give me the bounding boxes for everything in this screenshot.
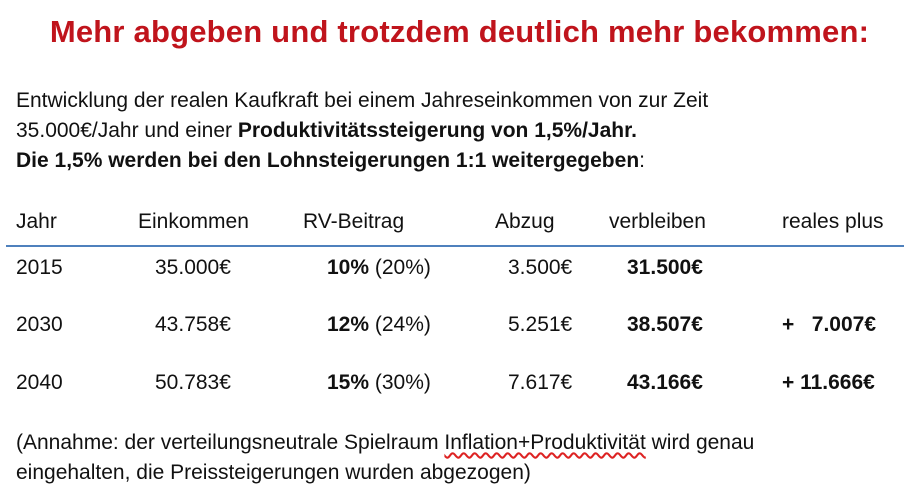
header-divider xyxy=(6,245,904,247)
cell-remaining-value: 43.166€ xyxy=(627,371,703,394)
cell-deduction: 7.617€ xyxy=(508,371,573,394)
header-jahr: Jahr xyxy=(16,210,57,233)
cell-plus: + 11.666€ xyxy=(782,371,875,395)
cell-year: 2040 xyxy=(16,371,63,394)
cell-income: 43.758€ xyxy=(155,313,231,336)
cell-rv-rate: 12% xyxy=(327,313,370,336)
cell-rv-total: (30%) xyxy=(369,371,431,394)
intro-text: Entwicklung der realen Kaufkraft bei ein… xyxy=(16,86,708,176)
note-line-2: eingehalten, die Preissteigerungen wurde… xyxy=(16,461,531,484)
header-verbleiben: verbleiben xyxy=(609,210,706,233)
page-title: Mehr abgeben und trotzdem deutlich mehr … xyxy=(49,14,870,49)
cell-remaining: 38.507€ xyxy=(627,313,703,337)
cell-plus: + 7.007€ xyxy=(782,313,876,337)
cell-rv-total: (20%) xyxy=(369,256,431,279)
intro-line-2-plain: 35.000€/Jahr und einer xyxy=(16,119,238,142)
cell-rv: 10% (20%) xyxy=(327,256,431,280)
cell-year: 2015 xyxy=(16,256,63,279)
header-reales-plus: reales plus xyxy=(782,210,884,233)
cell-rv-rate: 10% xyxy=(327,256,370,279)
header-einkommen: Einkommen xyxy=(138,210,249,233)
cell-plus-value: + 7.007€ xyxy=(782,313,876,336)
note-line-1-b: Inflation+Produktivität xyxy=(444,431,646,454)
header-abzug: Abzug xyxy=(495,210,555,233)
cell-deduction: 3.500€ xyxy=(508,256,573,279)
cell-remaining: 31.500€ xyxy=(627,256,703,280)
cell-income: 50.783€ xyxy=(155,371,231,394)
note-line-1-a: (Annahme: der verteilungsneutrale Spielr… xyxy=(16,431,445,454)
intro-line-3-tail: : xyxy=(639,149,645,172)
cell-rv-rate: 15% xyxy=(327,371,370,394)
intro-line-1: Entwicklung der realen Kaufkraft bei ein… xyxy=(16,89,709,112)
assumption-note: (Annahme: der verteilungsneutrale Spielr… xyxy=(16,428,754,488)
cell-rv: 15% (30%) xyxy=(327,371,431,395)
intro-line-3-bold: Die 1,5% werden bei den Lohnsteigerungen… xyxy=(16,149,640,172)
header-rv-beitrag: RV-Beitrag xyxy=(303,210,405,233)
cell-deduction: 5.251€ xyxy=(508,313,573,336)
cell-plus-value: + 11.666€ xyxy=(782,371,875,394)
cell-remaining-value: 31.500€ xyxy=(627,256,703,279)
cell-remaining: 43.166€ xyxy=(627,371,703,395)
note-line-1: (Annahme: der verteilungsneutrale Spielr… xyxy=(16,428,754,458)
intro-line-2-bold: Produktivitätssteigerung von 1,5%/Jahr. xyxy=(237,119,637,142)
cell-rv-total: (24%) xyxy=(369,313,431,336)
intro-line-3: Die 1,5% werden bei den Lohnsteigerungen… xyxy=(16,146,708,176)
cell-rv: 12% (24%) xyxy=(327,313,431,337)
cell-income: 35.000€ xyxy=(155,256,231,279)
cell-year: 2030 xyxy=(16,313,63,336)
cell-remaining-value: 38.507€ xyxy=(627,313,703,336)
note-line-1-c: wird genau xyxy=(645,431,755,454)
intro-line-2: 35.000€/Jahr und einer Produktivitätsste… xyxy=(16,116,708,146)
